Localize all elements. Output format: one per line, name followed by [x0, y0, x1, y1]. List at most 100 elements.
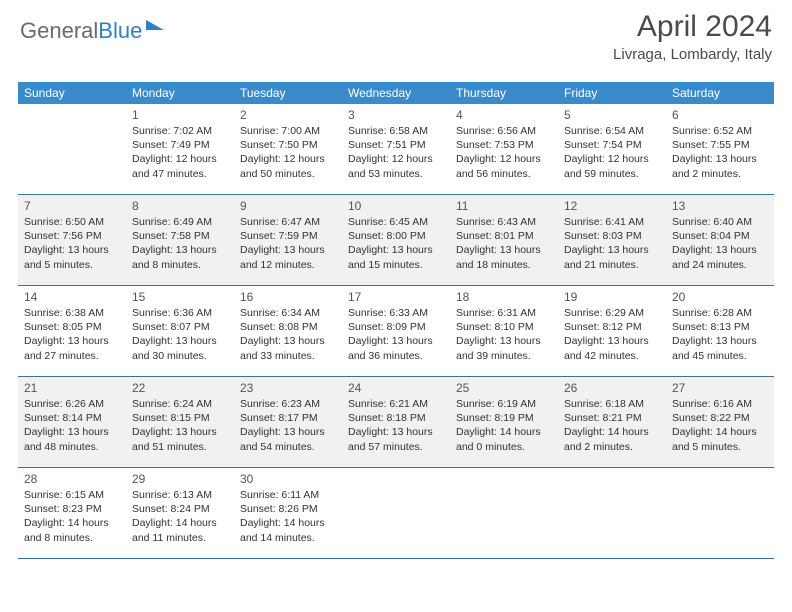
- title-block: April 2024 Livraga, Lombardy, Italy: [613, 10, 772, 63]
- weekday-label: Friday: [558, 82, 666, 104]
- day-number: 1: [130, 106, 230, 124]
- sunset-text: Sunset: 8:03 PM: [562, 229, 662, 243]
- calendar-cell: 23Sunrise: 6:23 AMSunset: 8:17 PMDayligh…: [234, 377, 342, 467]
- day-number: 4: [454, 106, 554, 124]
- dl2-text: and 50 minutes.: [238, 167, 338, 181]
- day-number: 18: [454, 288, 554, 306]
- dl2-text: and 2 minutes.: [670, 167, 770, 181]
- sunset-text: Sunset: 8:17 PM: [238, 411, 338, 425]
- sunset-text: Sunset: 8:23 PM: [22, 502, 122, 516]
- calendar-cell: 7Sunrise: 6:50 AMSunset: 7:56 PMDaylight…: [18, 195, 126, 285]
- calendar-cell: 29Sunrise: 6:13 AMSunset: 8:24 PMDayligh…: [126, 468, 234, 558]
- sunrise-text: Sunrise: 6:13 AM: [130, 488, 230, 502]
- sunrise-text: Sunrise: 6:41 AM: [562, 215, 662, 229]
- sunrise-text: Sunrise: 6:47 AM: [238, 215, 338, 229]
- sunset-text: Sunset: 8:00 PM: [346, 229, 446, 243]
- dl1-text: Daylight: 13 hours: [454, 243, 554, 257]
- calendar-cell: 27Sunrise: 6:16 AMSunset: 8:22 PMDayligh…: [666, 377, 774, 467]
- dl1-text: Daylight: 13 hours: [562, 243, 662, 257]
- logo-text-1: General: [20, 18, 98, 44]
- calendar-cell: 30Sunrise: 6:11 AMSunset: 8:26 PMDayligh…: [234, 468, 342, 558]
- day-number: 27: [670, 379, 770, 397]
- sunset-text: Sunset: 7:56 PM: [22, 229, 122, 243]
- sunset-text: Sunset: 7:53 PM: [454, 138, 554, 152]
- sunrise-text: Sunrise: 6:52 AM: [670, 124, 770, 138]
- sunrise-text: Sunrise: 6:33 AM: [346, 306, 446, 320]
- dl2-text: and 14 minutes.: [238, 531, 338, 545]
- dl1-text: Daylight: 12 hours: [238, 152, 338, 166]
- sunset-text: Sunset: 8:18 PM: [346, 411, 446, 425]
- week-row: 14Sunrise: 6:38 AMSunset: 8:05 PMDayligh…: [18, 286, 774, 377]
- sunset-text: Sunset: 8:14 PM: [22, 411, 122, 425]
- dl1-text: Daylight: 13 hours: [562, 334, 662, 348]
- calendar-cell: 3Sunrise: 6:58 AMSunset: 7:51 PMDaylight…: [342, 104, 450, 194]
- sunset-text: Sunset: 8:12 PM: [562, 320, 662, 334]
- weekday-label: Monday: [126, 82, 234, 104]
- dl2-text: and 27 minutes.: [22, 349, 122, 363]
- dl1-text: Daylight: 14 hours: [238, 516, 338, 530]
- calendar-cell-empty: [450, 468, 558, 558]
- day-number: 13: [670, 197, 770, 215]
- sunrise-text: Sunrise: 6:31 AM: [454, 306, 554, 320]
- day-number: 19: [562, 288, 662, 306]
- dl1-text: Daylight: 13 hours: [346, 243, 446, 257]
- dl2-text: and 47 minutes.: [130, 167, 230, 181]
- dl2-text: and 33 minutes.: [238, 349, 338, 363]
- dl1-text: Daylight: 14 hours: [562, 425, 662, 439]
- logo-mark-icon: [146, 20, 164, 30]
- sunrise-text: Sunrise: 7:00 AM: [238, 124, 338, 138]
- dl2-text: and 53 minutes.: [346, 167, 446, 181]
- sunrise-text: Sunrise: 6:54 AM: [562, 124, 662, 138]
- sunrise-text: Sunrise: 6:11 AM: [238, 488, 338, 502]
- dl1-text: Daylight: 13 hours: [670, 334, 770, 348]
- day-number: 22: [130, 379, 230, 397]
- sunrise-text: Sunrise: 6:29 AM: [562, 306, 662, 320]
- dl2-text: and 39 minutes.: [454, 349, 554, 363]
- sunset-text: Sunset: 7:49 PM: [130, 138, 230, 152]
- dl1-text: Daylight: 13 hours: [346, 425, 446, 439]
- dl2-text: and 36 minutes.: [346, 349, 446, 363]
- weekday-label: Tuesday: [234, 82, 342, 104]
- calendar-cell: 12Sunrise: 6:41 AMSunset: 8:03 PMDayligh…: [558, 195, 666, 285]
- calendar-cell: 2Sunrise: 7:00 AMSunset: 7:50 PMDaylight…: [234, 104, 342, 194]
- logo: GeneralBlue: [20, 18, 164, 44]
- sunset-text: Sunset: 8:07 PM: [130, 320, 230, 334]
- dl1-text: Daylight: 12 hours: [130, 152, 230, 166]
- day-number: 7: [22, 197, 122, 215]
- day-number: 16: [238, 288, 338, 306]
- calendar-cell-empty: [558, 468, 666, 558]
- weekday-header: Sunday Monday Tuesday Wednesday Thursday…: [18, 82, 774, 104]
- dl1-text: Daylight: 12 hours: [346, 152, 446, 166]
- sunrise-text: Sunrise: 6:16 AM: [670, 397, 770, 411]
- sunset-text: Sunset: 8:08 PM: [238, 320, 338, 334]
- sunrise-text: Sunrise: 6:58 AM: [346, 124, 446, 138]
- day-number: 10: [346, 197, 446, 215]
- sunrise-text: Sunrise: 6:36 AM: [130, 306, 230, 320]
- week-row: 28Sunrise: 6:15 AMSunset: 8:23 PMDayligh…: [18, 468, 774, 559]
- dl2-text: and 48 minutes.: [22, 440, 122, 454]
- dl2-text: and 15 minutes.: [346, 258, 446, 272]
- sunset-text: Sunset: 7:50 PM: [238, 138, 338, 152]
- location-label: Livraga, Lombardy, Italy: [613, 46, 772, 63]
- sunset-text: Sunset: 8:26 PM: [238, 502, 338, 516]
- day-number: 3: [346, 106, 446, 124]
- dl2-text: and 21 minutes.: [562, 258, 662, 272]
- sunrise-text: Sunrise: 6:40 AM: [670, 215, 770, 229]
- calendar-cell: 5Sunrise: 6:54 AMSunset: 7:54 PMDaylight…: [558, 104, 666, 194]
- sunrise-text: Sunrise: 6:19 AM: [454, 397, 554, 411]
- sunset-text: Sunset: 8:15 PM: [130, 411, 230, 425]
- calendar-cell: 14Sunrise: 6:38 AMSunset: 8:05 PMDayligh…: [18, 286, 126, 376]
- calendar-cell: 4Sunrise: 6:56 AMSunset: 7:53 PMDaylight…: [450, 104, 558, 194]
- calendar-cell: 9Sunrise: 6:47 AMSunset: 7:59 PMDaylight…: [234, 195, 342, 285]
- sunset-text: Sunset: 8:19 PM: [454, 411, 554, 425]
- calendar-cell: 28Sunrise: 6:15 AMSunset: 8:23 PMDayligh…: [18, 468, 126, 558]
- sunset-text: Sunset: 7:55 PM: [670, 138, 770, 152]
- week-row: 7Sunrise: 6:50 AMSunset: 7:56 PMDaylight…: [18, 195, 774, 286]
- dl1-text: Daylight: 14 hours: [454, 425, 554, 439]
- sunset-text: Sunset: 8:04 PM: [670, 229, 770, 243]
- calendar-cell: 16Sunrise: 6:34 AMSunset: 8:08 PMDayligh…: [234, 286, 342, 376]
- sunrise-text: Sunrise: 6:15 AM: [22, 488, 122, 502]
- dl2-text: and 0 minutes.: [454, 440, 554, 454]
- sunrise-text: Sunrise: 6:26 AM: [22, 397, 122, 411]
- calendar-cell: 11Sunrise: 6:43 AMSunset: 8:01 PMDayligh…: [450, 195, 558, 285]
